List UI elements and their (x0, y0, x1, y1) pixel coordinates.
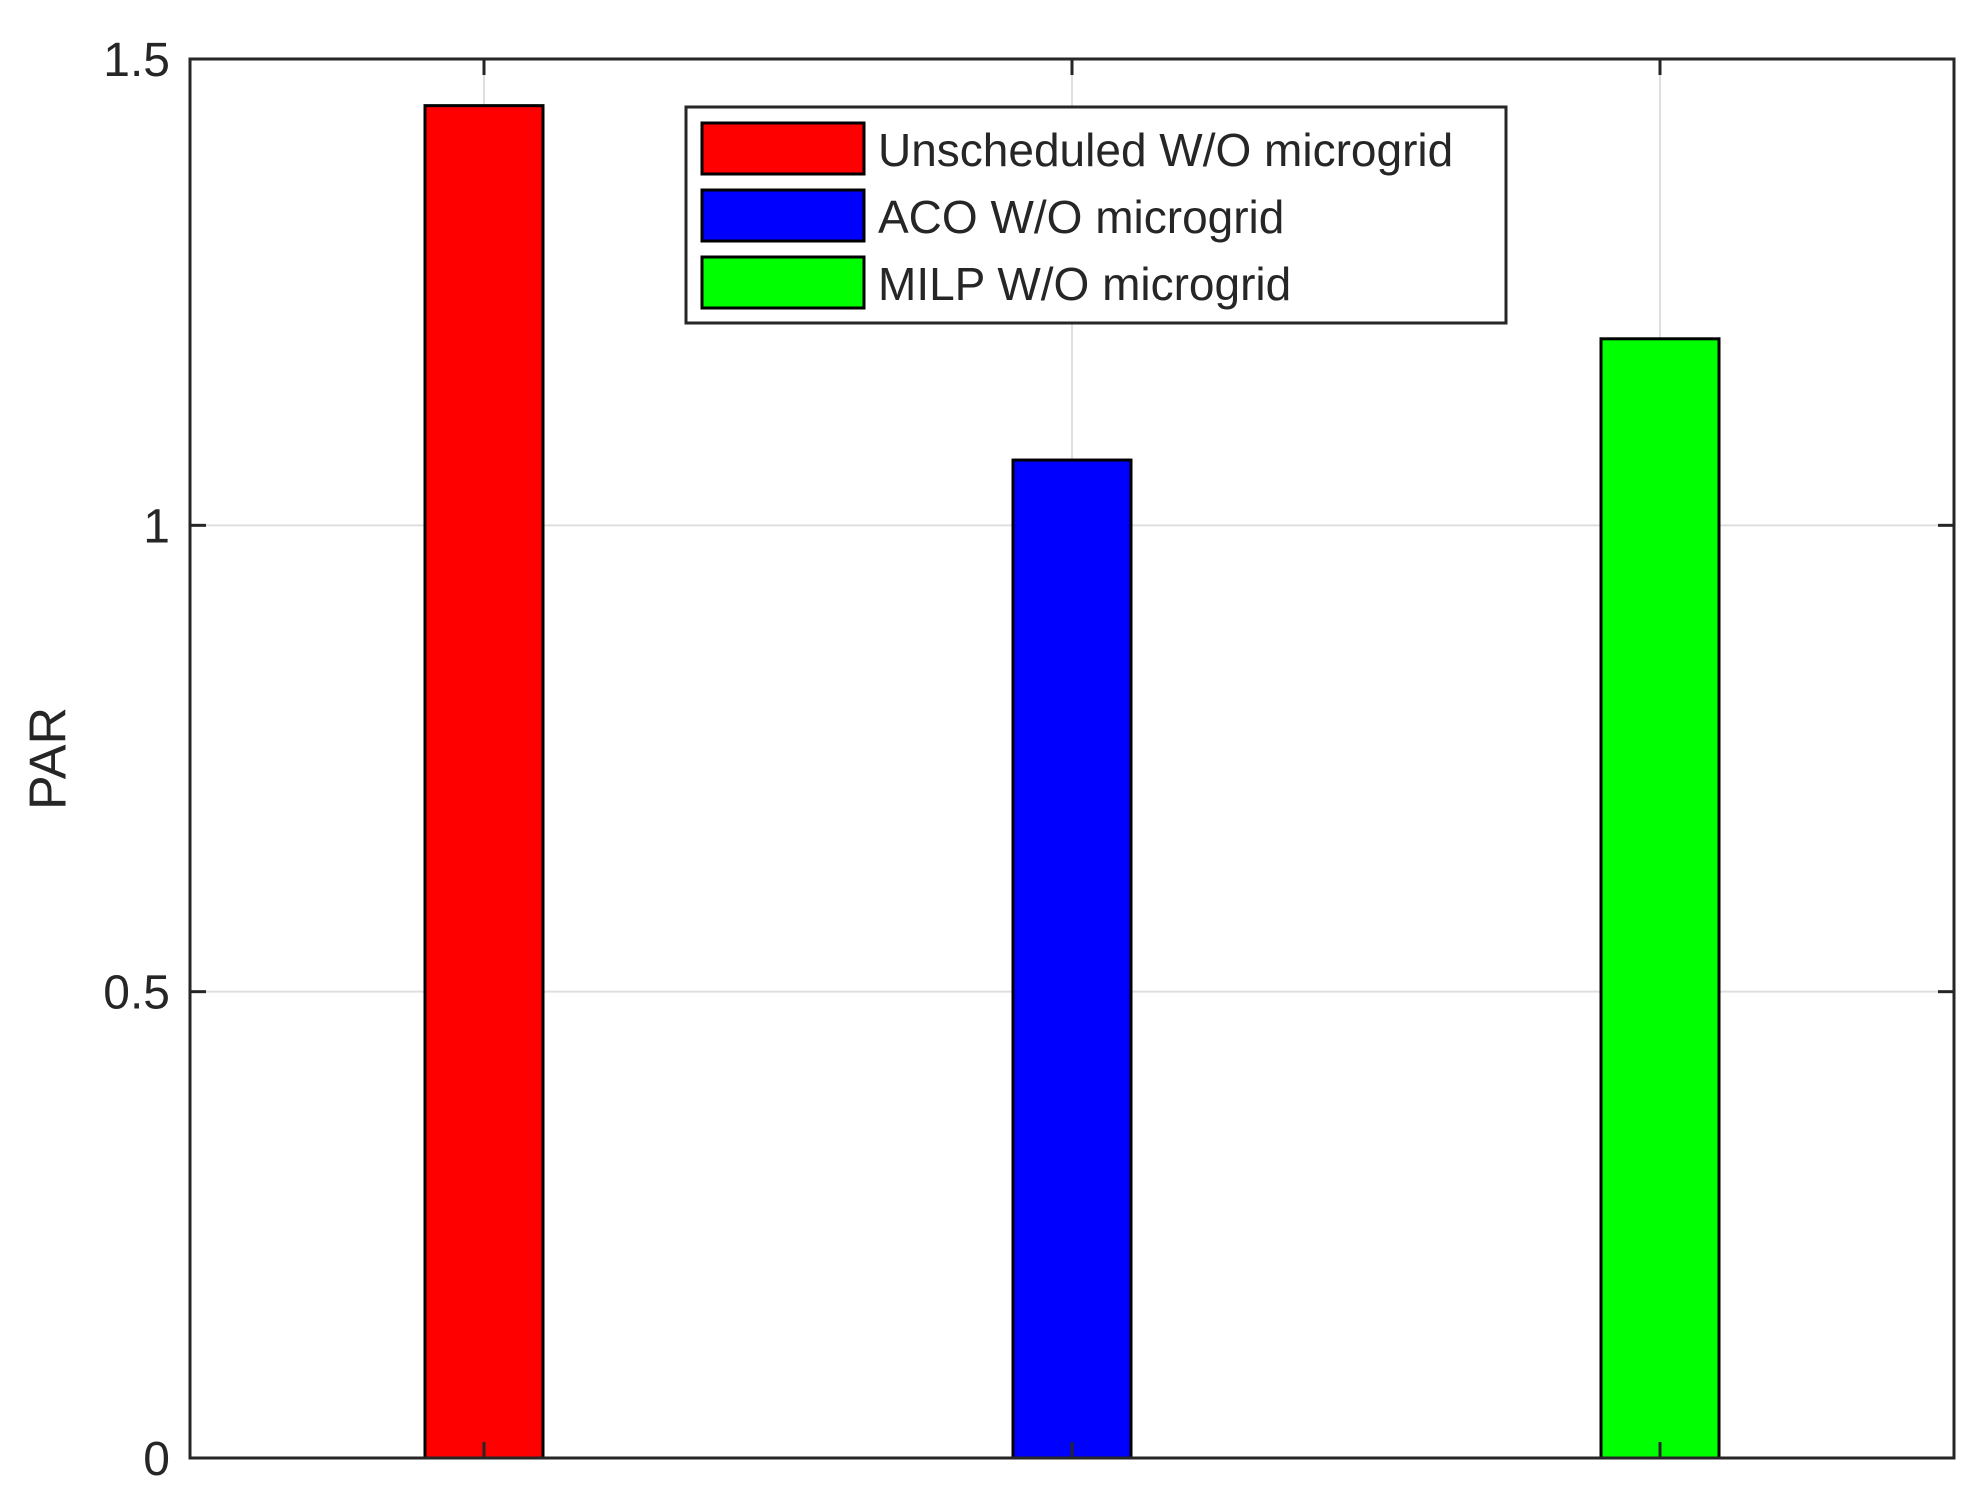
y-tick-label: 0 (143, 1433, 170, 1486)
y-tick-label: 1 (143, 500, 170, 553)
legend-swatch (700, 255, 866, 310)
axes (188, 57, 1956, 1460)
y-tick-label: 0.5 (103, 967, 170, 1020)
bar: Unscheduled W/O microgrid: 1.45 (423, 104, 545, 1460)
legend-label: Unscheduled W/O microgrid (878, 124, 1453, 176)
legend-swatch (700, 188, 866, 243)
y-axis-label: PAR (20, 707, 78, 810)
y-tick-label: 1.5 (103, 34, 170, 87)
legend-swatch (700, 121, 866, 176)
y-axis-ticks: 0 0.5 1 1.5 (103, 34, 1954, 1486)
legend: Unscheduled W/O microgrid ACO W/O microgr… (684, 105, 1508, 325)
legend-label: MILP W/O microgrid (878, 258, 1291, 310)
bar: MILP W/O microgrid: 1.2 (1599, 337, 1721, 1460)
legend-label: ACO W/O microgrid (878, 191, 1284, 243)
bars: Unscheduled W/O microgrid: 1.45 ACO W/O m… (423, 104, 1721, 1460)
bar: ACO W/O microgrid: 1.07 (1011, 458, 1133, 1460)
